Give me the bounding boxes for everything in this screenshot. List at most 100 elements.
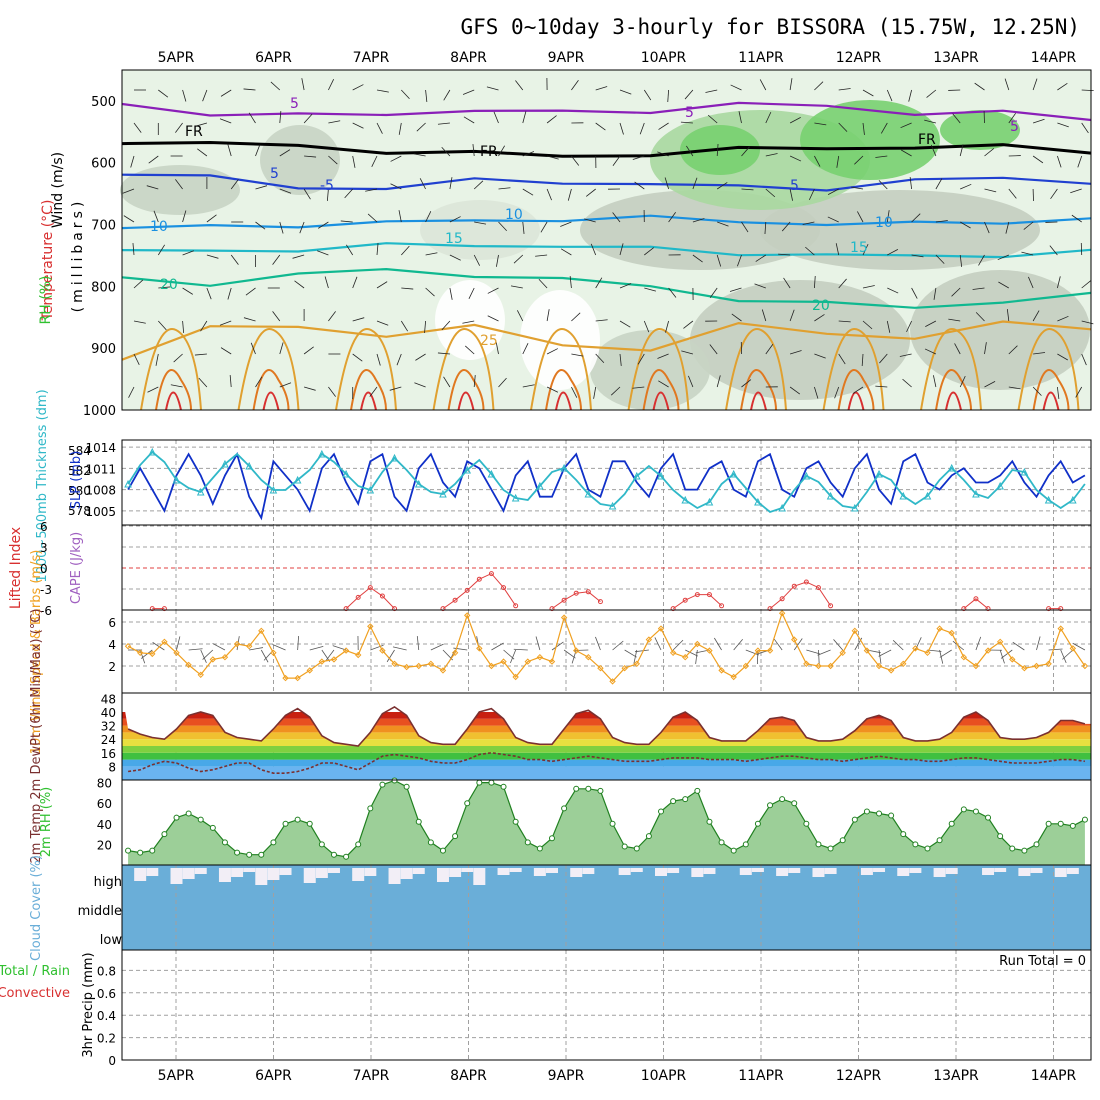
cloud-high-bar: [303, 868, 316, 883]
temp-band: [122, 746, 1091, 753]
ylabel-thickness: 1000~500mb Thickness (dm): [35, 389, 50, 582]
thickness-point: [1020, 467, 1029, 476]
lifted-index-line: [672, 594, 722, 610]
rh-point: [403, 783, 410, 790]
wind-barb: [279, 111, 282, 124]
wind-barb: [959, 254, 963, 267]
contour-line: [350, 369, 387, 411]
cloud-high-bar: [933, 868, 946, 877]
axis-labels: 5APR 5APR 6APR 6APR 7APR 7APR 8APR 8APR 9APR 9APR…: [0, 50, 1086, 1084]
wind-barb: [546, 115, 557, 124]
wind-barb: [318, 221, 329, 229]
wind-speed-point: [379, 647, 386, 654]
rh-point: [173, 814, 180, 821]
wind-barb: [688, 375, 694, 388]
thickness-point: [875, 469, 883, 478]
wind-barb: [658, 380, 669, 388]
wind-barb: [255, 221, 266, 230]
y-tick-label: 4: [108, 638, 116, 652]
wind-barb: [892, 639, 904, 651]
wind-barb: [449, 287, 453, 300]
lifted-index-point: [670, 606, 676, 612]
wind-barb: [510, 649, 517, 664]
wind-speed-point: [1033, 662, 1040, 670]
wind-speed-point: [415, 662, 422, 670]
y-tick-label: 580: [68, 484, 91, 498]
cloud-high-bar: [182, 868, 195, 879]
wind-speed-point: [488, 662, 495, 670]
wind-barb: [619, 353, 622, 366]
contour-label: 15: [445, 231, 463, 247]
wind-barb: [344, 188, 353, 199]
wind-speed-point: [500, 658, 507, 665]
wind-barb: [390, 155, 402, 162]
wind-barb: [551, 641, 564, 651]
contour-line: [121, 214, 1092, 230]
wind-barb: [926, 89, 937, 98]
y-tick-label: 600: [91, 157, 116, 172]
wind-barb: [158, 320, 167, 331]
wind-barb: [975, 312, 985, 322]
wind-barb: [279, 342, 284, 355]
wind-barb: [765, 188, 776, 198]
cloud-high-bar: [364, 868, 377, 876]
wind-speed-point: [609, 678, 616, 685]
wind-barb: [133, 353, 140, 365]
wind-barb: [390, 183, 402, 190]
rh-point: [670, 798, 677, 805]
wind-speed-line: [127, 611, 1086, 683]
wind-barb: [665, 320, 669, 333]
wind-barb: [272, 254, 281, 265]
thickness-point: [972, 489, 980, 498]
wind-barb: [416, 122, 426, 132]
cloud-high-bar: [267, 868, 280, 880]
wind-barb: [292, 254, 305, 259]
temperature-line: [127, 705, 1086, 747]
cloud-high-bar: [146, 868, 159, 876]
wind-barb: [951, 287, 961, 297]
contour-label: 5: [1010, 119, 1019, 135]
wind-barb: [272, 311, 281, 322]
rh-point: [960, 806, 967, 813]
rh-point: [851, 816, 858, 823]
wind-barb: [974, 82, 985, 91]
rh-point: [536, 845, 543, 852]
wind-barb: [396, 353, 402, 366]
wind-barb: [229, 375, 232, 388]
wind-barb: [148, 155, 159, 164]
contour-line: [262, 391, 280, 411]
y-tick-label: 48: [101, 692, 116, 706]
rh-point: [900, 831, 907, 838]
wind-barb: [658, 122, 669, 130]
lifted-index-point: [985, 606, 991, 612]
wind-barb: [491, 642, 504, 651]
rh-point: [972, 808, 979, 815]
wind-speed-point: [1081, 662, 1089, 670]
cloud-high-bar: [533, 868, 546, 876]
wind-barb: [473, 375, 476, 388]
rh-shade-blob: [590, 330, 710, 410]
wind-speed-point: [1057, 625, 1064, 632]
rh-point: [1081, 816, 1088, 823]
wind-speed-point: [306, 667, 313, 674]
rh-shade-blob: [800, 100, 940, 180]
thickness-point: [681, 495, 690, 504]
wind-barb: [346, 244, 354, 256]
cloud-high-bar: [473, 868, 486, 885]
lifted-index-line: [769, 581, 832, 609]
wind-barb: [279, 382, 292, 388]
wind-barb: [493, 111, 499, 124]
wind-barb: [707, 114, 718, 124]
rh-point: [863, 808, 870, 815]
wind-barb: [654, 637, 662, 651]
wind-barb: [716, 254, 722, 267]
lifted-index-line: [963, 598, 989, 609]
wind-barb: [764, 221, 767, 234]
wind-barb: [632, 386, 645, 389]
wind-barb: [878, 180, 888, 190]
rh-point: [985, 814, 992, 821]
wind-barb: [194, 353, 207, 356]
wind-barb: [1032, 155, 1044, 164]
y-tick-label: 32: [101, 720, 116, 734]
cloud-high-bar: [449, 868, 462, 877]
